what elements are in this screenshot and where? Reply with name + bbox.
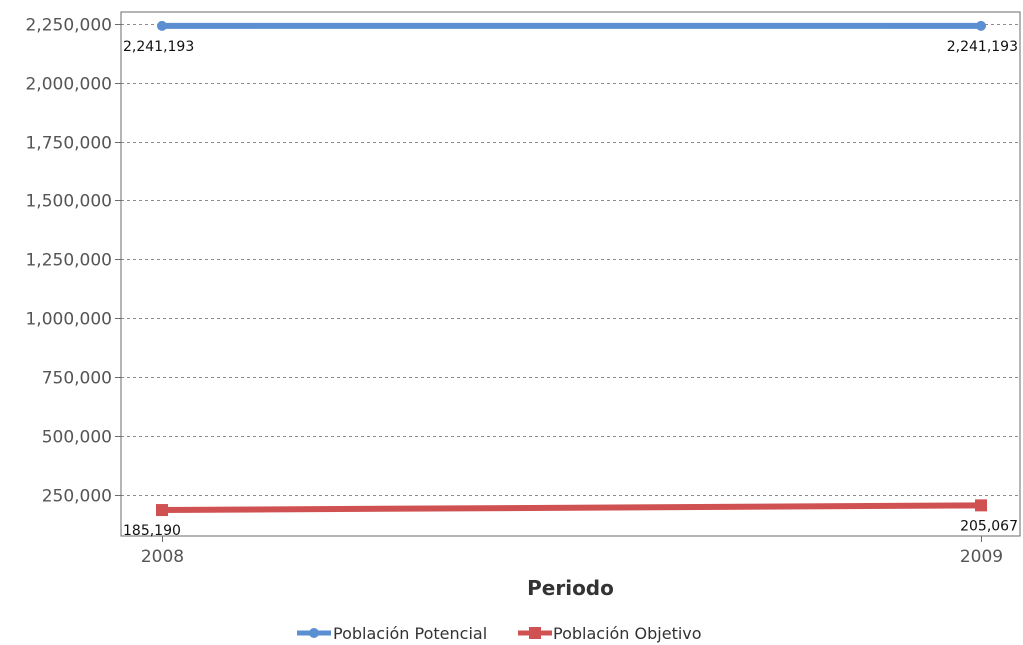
legend-label: Población Objetivo <box>553 624 702 643</box>
series-line-poblacion-objetivo <box>159 502 984 514</box>
x-tick-label: 2009 <box>960 547 1003 567</box>
y-axis: 250,000 500,000 750,000 1,000,000 1,250,000 1… <box>25 16 121 507</box>
data-point-poblacion-potencial[interactable] <box>976 20 986 31</box>
y-tick-label: 1,750,000 <box>25 134 112 154</box>
data-label-poblacion-objetivo: 185,190 <box>123 523 181 539</box>
legend: Población Potencial Población Objetivo <box>297 624 702 643</box>
y-tick-label: 2,000,000 <box>25 75 112 95</box>
legend-item-poblacion-objetivo[interactable]: Población Objetivo <box>518 624 702 643</box>
y-tick-label: 1,500,000 <box>25 192 112 212</box>
x-axis-title: Periodo <box>527 576 614 600</box>
data-point-poblacion-objetivo[interactable] <box>975 499 987 512</box>
series-lines <box>156 20 987 517</box>
data-point-poblacion-potencial[interactable] <box>157 20 167 31</box>
y-tick-label: 750,000 <box>42 369 112 389</box>
data-labels: 2,241,193 2,241,193 185,190 205,067 <box>123 39 1018 539</box>
data-label-poblacion-potencial: 2,241,193 <box>947 39 1018 55</box>
legend-item-poblacion-potencial[interactable]: Población Potencial <box>297 624 487 643</box>
x-axis: 2008 2009 <box>141 536 1003 567</box>
y-tick-label: 1,250,000 <box>25 251 112 271</box>
legend-label: Población Potencial <box>333 624 487 643</box>
y-tick-label: 2,250,000 <box>25 16 112 36</box>
y-tick-label: 500,000 <box>42 428 112 448</box>
data-point-poblacion-objetivo[interactable] <box>156 504 168 517</box>
x-tick-label: 2008 <box>141 547 184 567</box>
gridlines <box>121 24 1020 496</box>
y-tick-label: 1,000,000 <box>25 310 112 330</box>
data-label-poblacion-objetivo: 205,067 <box>960 518 1018 534</box>
legend-swatch-marker <box>309 628 319 638</box>
legend-swatch-marker <box>529 627 541 639</box>
y-tick-label: 250,000 <box>42 487 112 507</box>
data-label-poblacion-potencial: 2,241,193 <box>123 39 194 55</box>
plot-area-frame <box>120 11 1021 537</box>
